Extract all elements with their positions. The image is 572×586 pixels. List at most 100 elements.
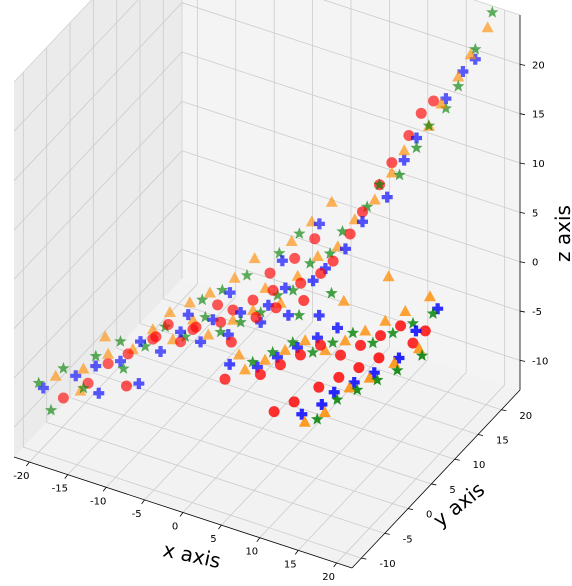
z-tick	[519, 310, 526, 313]
z-tick-label: 15	[532, 110, 545, 121]
data-point-plus	[276, 255, 288, 267]
data-point-triangle	[325, 195, 338, 207]
z-tick	[519, 360, 526, 362]
data-point-circle	[247, 294, 259, 306]
data-point-circle	[225, 336, 237, 348]
data-point-plus	[155, 346, 167, 358]
grid-line-x-floor	[221, 346, 390, 526]
data-point-circle	[415, 107, 427, 119]
data-point-star	[391, 363, 404, 376]
x-tick-label: 15	[284, 559, 297, 570]
data-point-star	[32, 376, 45, 389]
data-point-star	[271, 288, 284, 301]
data-point-circle	[268, 406, 280, 418]
x-tick-label: -10	[90, 496, 106, 507]
x-tick-label: 10	[245, 547, 258, 558]
data-point-circle	[295, 277, 307, 289]
x-tick	[64, 474, 69, 479]
data-point-triangle	[311, 250, 324, 262]
data-point-triangle	[183, 296, 196, 308]
grid-line-z-wall	[13, 2, 183, 181]
data-point-star	[373, 178, 386, 190]
data-point-triangle	[99, 330, 112, 342]
data-point-circle	[327, 255, 339, 267]
data-point-plus	[70, 370, 82, 382]
data-point-circle	[395, 320, 407, 332]
data-point-star	[331, 393, 344, 405]
data-point-circle	[122, 348, 134, 360]
x-tick-label: 0	[172, 522, 178, 533]
data-point-plus	[319, 262, 331, 274]
data-point-plus	[316, 399, 328, 411]
y-tick-label: 5	[449, 485, 455, 496]
grid-line-z-wall	[13, 51, 183, 231]
data-point-star	[114, 335, 127, 347]
ticks-group: -20 -15 -10 -5 0 5 10 15 20 -10 -5 0 5 10 15 20 -10 -5 0 5 1…	[13, 60, 548, 583]
data-point-circle	[356, 206, 368, 218]
data-point-triangle	[279, 343, 292, 355]
x-tick-label: 5	[210, 534, 216, 545]
data-point-triangle	[363, 371, 376, 383]
data-point-star	[293, 227, 306, 239]
data-point-circle	[298, 294, 310, 306]
data-point-plus	[393, 352, 405, 364]
data-point-star	[311, 412, 324, 425]
grid-line-z-wall	[13, 150, 183, 329]
x-tick	[26, 461, 30, 467]
z-tick-label: -5	[532, 307, 542, 318]
x-tick	[141, 499, 145, 505]
data-point-star	[199, 310, 212, 323]
data-point-circle	[288, 396, 300, 408]
axis-panes	[14, 0, 520, 568]
x-tick-label: -20	[13, 471, 29, 482]
data-point-plus	[37, 382, 49, 394]
x-tick-label: -5	[132, 509, 142, 520]
grid-line-x-floor	[182, 334, 352, 513]
data-point-triangle	[337, 294, 350, 306]
grid-line-y-floor	[23, 446, 362, 559]
data-point-triangle	[49, 369, 62, 381]
z-tick-label: -10	[532, 356, 548, 367]
data-point-star	[422, 119, 436, 131]
data-point-circle	[264, 267, 276, 279]
data-point-triangle	[299, 334, 312, 346]
data-point-triangle	[228, 271, 241, 283]
grid-line-y-floor	[46, 422, 385, 534]
data-point-circle	[386, 157, 398, 169]
grid-line-x-floor	[336, 384, 505, 564]
grid-line-z-wall	[13, 249, 183, 428]
data-point-triangle	[382, 270, 395, 282]
data-point-triangle	[343, 381, 356, 393]
y-tick	[407, 508, 414, 511]
data-point-circle	[274, 359, 286, 371]
data-point-star	[406, 316, 420, 329]
grid-lines	[13, 0, 521, 564]
data-point-star	[216, 283, 229, 296]
data-point-circle	[289, 252, 301, 264]
data-point-star	[254, 306, 267, 318]
data-point-star	[326, 336, 339, 348]
data-point-circle	[82, 377, 94, 389]
data-point-circle	[175, 336, 187, 348]
y-tick	[501, 409, 507, 412]
data-point-star	[266, 345, 279, 358]
data-point-star	[139, 340, 152, 352]
z-tick-label: 0	[532, 258, 538, 269]
data-point-star	[292, 308, 306, 321]
z-tick-label: 5	[532, 208, 538, 219]
data-point-circle	[313, 381, 325, 393]
data-point-plus	[339, 243, 351, 255]
grid-line-z-back	[322, 0, 521, 65]
x-tick	[102, 487, 107, 492]
data-point-star	[469, 42, 482, 55]
grid-line-z-back	[181, 150, 521, 263]
data-point-triangle	[385, 166, 398, 178]
data-point-triangle	[481, 21, 494, 33]
data-point-plus	[282, 309, 294, 321]
data-point-circle	[344, 228, 356, 240]
data-point-circle	[270, 302, 282, 314]
data-point-circle	[250, 312, 262, 324]
data-point-plus	[348, 376, 360, 388]
data-point-star	[410, 141, 423, 154]
